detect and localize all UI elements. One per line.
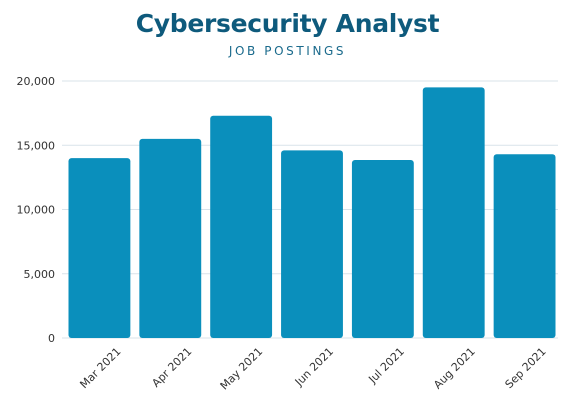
bar <box>493 154 556 338</box>
bar <box>422 87 485 338</box>
bars <box>68 87 556 338</box>
y-axis-ticks: 0 5,000 10,000 15,000 20,000 <box>17 75 56 345</box>
chart-subtitle: JOB POSTINGS <box>228 44 347 58</box>
bar <box>68 158 131 338</box>
x-tick-label: May 2021 <box>218 345 266 393</box>
y-tick-label: 15,000 <box>17 139 56 152</box>
bar <box>351 160 414 338</box>
x-axis-ticks: Mar 2021 Apr 2021 May 2021 Jun 2021 Jul 2021… <box>77 345 548 393</box>
bar <box>210 115 273 338</box>
x-tick-label: Jul 2021 <box>365 345 407 387</box>
x-tick-label: Sep 2021 <box>503 345 549 391</box>
bar <box>139 138 202 338</box>
x-tick-label: Jun 2021 <box>292 345 336 389</box>
x-tick-label: Apr 2021 <box>149 345 194 390</box>
y-tick-label: 20,000 <box>17 75 56 88</box>
y-tick-label: 0 <box>48 332 55 345</box>
bar <box>281 150 343 338</box>
y-tick-label: 10,000 <box>17 204 56 217</box>
x-tick-label: Mar 2021 <box>77 345 123 391</box>
y-tick-label: 5,000 <box>24 268 56 281</box>
chart-title: Cybersecurity Analyst <box>135 9 440 38</box>
x-tick-label: Aug 2021 <box>431 345 478 392</box>
